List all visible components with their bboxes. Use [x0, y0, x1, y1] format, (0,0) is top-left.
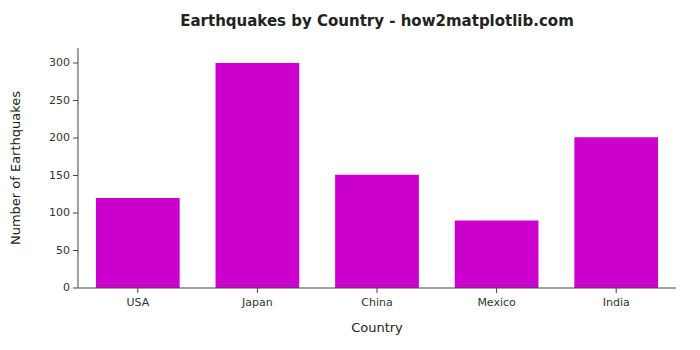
y-tick-label: 300 — [49, 56, 70, 69]
y-tick — [73, 250, 78, 251]
y-tick — [73, 63, 78, 64]
bar — [335, 175, 419, 288]
x-tick-label: China — [361, 296, 392, 309]
x-tick — [496, 288, 497, 293]
y-axis-line — [78, 48, 79, 288]
x-tick — [377, 288, 378, 293]
y-tick — [73, 175, 78, 176]
x-tick — [616, 288, 617, 293]
x-tick-label: USA — [126, 296, 149, 309]
bar — [96, 198, 180, 288]
x-tick — [257, 288, 258, 293]
bar — [455, 221, 539, 289]
y-tick — [73, 213, 78, 214]
y-tick-label: 100 — [49, 206, 70, 219]
x-axis-label: Country — [351, 320, 403, 335]
y-tick — [73, 138, 78, 139]
bar — [574, 137, 658, 288]
x-axis: USA Japan China Mexico India — [126, 288, 629, 309]
y-tick — [73, 100, 78, 101]
x-tick-label: Mexico — [477, 296, 516, 309]
y-tick-label: 250 — [49, 94, 70, 107]
bar — [216, 63, 300, 288]
bars — [96, 63, 658, 288]
y-tick-label: 150 — [49, 169, 70, 182]
y-axis: 0 50 100 150 200 250 300 — [49, 56, 78, 294]
y-tick-label: 0 — [63, 281, 70, 294]
x-tick — [137, 288, 138, 293]
y-tick-label: 50 — [56, 244, 70, 257]
x-tick-label: India — [603, 296, 630, 309]
y-axis-label: Number of Earthquakes — [8, 91, 23, 245]
chart-container: 0 50 100 150 200 250 300 USA Japan China Mexico Ind… — [0, 0, 700, 350]
y-tick-label: 200 — [49, 131, 70, 144]
chart-title: Earthquakes by Country - how2matplotlib.… — [180, 12, 574, 30]
y-tick — [73, 288, 78, 289]
x-tick-label: Japan — [241, 296, 273, 309]
chart-svg: 0 50 100 150 200 250 300 USA Japan China Mexico Ind… — [0, 0, 700, 350]
